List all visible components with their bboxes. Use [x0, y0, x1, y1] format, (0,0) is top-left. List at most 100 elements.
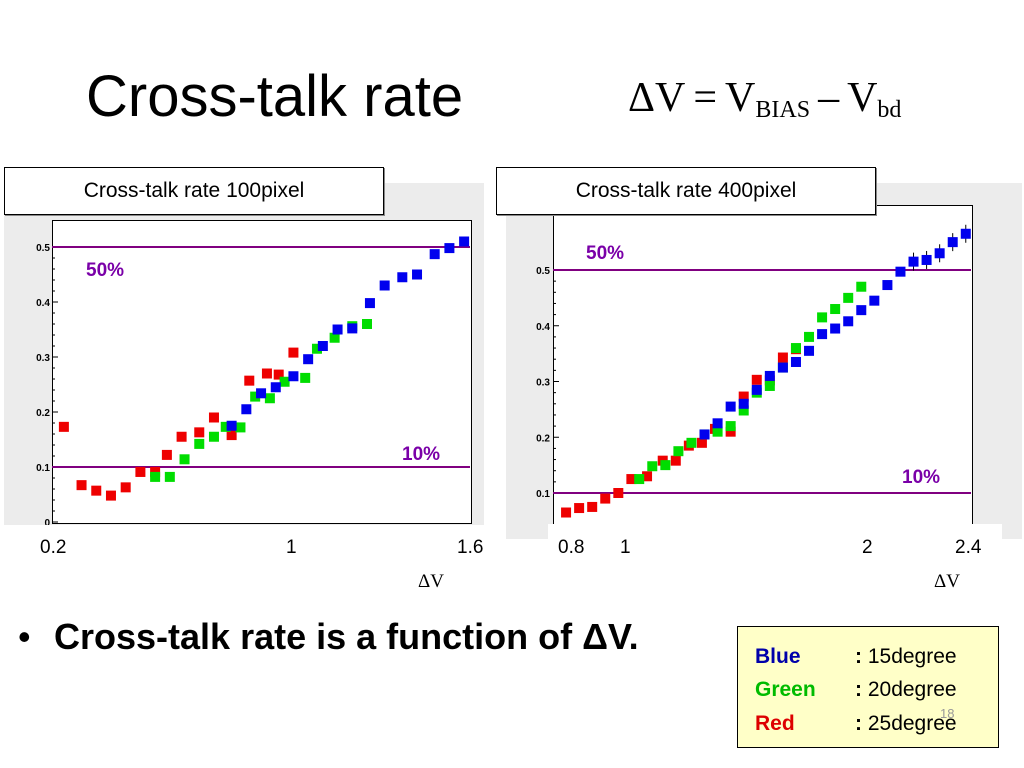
data-point-blue — [869, 295, 880, 306]
data-point-green — [220, 421, 231, 432]
data-point-blue — [699, 429, 710, 440]
data-point-red — [600, 493, 611, 504]
data-point-red — [725, 426, 736, 437]
data-point-green — [362, 319, 372, 329]
legend-name-green: Green — [755, 678, 816, 701]
data-point-green — [634, 474, 645, 485]
data-point-green — [830, 304, 841, 315]
legend-row-red: Red: 25degree — [755, 712, 957, 736]
data-point-green — [179, 454, 190, 465]
data-point-blue — [288, 371, 299, 382]
data-point-blue — [712, 418, 723, 429]
y-tick-label: 0.5 — [36, 243, 50, 254]
data-point-green — [725, 421, 736, 432]
data-point-red — [58, 421, 69, 432]
y-tick-label: 0.4 — [36, 298, 50, 309]
data-point-blue — [303, 354, 314, 365]
formula-sub-bias: BIAS — [755, 97, 811, 123]
formula: ΔV = VBIAS – Vbd — [628, 70, 901, 138]
data-point-red — [613, 488, 624, 498]
chart1-x-tick: 1.6 — [457, 537, 484, 558]
y-tick-label: 0.3 — [536, 378, 550, 389]
y-tick-label: 0.3 — [36, 353, 50, 364]
data-point-red — [561, 507, 572, 518]
data-point-blue — [751, 384, 762, 395]
data-point-green — [647, 461, 658, 472]
data-point-green — [311, 343, 322, 354]
data-point-green — [790, 343, 801, 354]
data-point-green — [150, 471, 161, 482]
y-tick-label: 0.2 — [536, 433, 550, 444]
chart2-frame — [553, 205, 973, 525]
chart2-x-tick: 2 — [862, 537, 873, 558]
data-point-blue — [895, 266, 906, 277]
formula-equals: = — [693, 75, 718, 121]
data-point-green — [738, 405, 749, 416]
data-point-red — [208, 412, 219, 423]
chart1-title: Cross-talk rate 100pixel — [4, 167, 384, 215]
data-point-red — [642, 471, 653, 482]
legend-name-blue: Blue — [755, 645, 801, 668]
data-point-green — [300, 372, 311, 383]
data-point-blue — [856, 305, 867, 316]
legend-colon: : — [855, 678, 862, 701]
chart2-label-10: 10% — [902, 467, 941, 488]
y-tick-label: 0.4 — [536, 322, 550, 333]
data-point-red — [244, 375, 255, 386]
data-point-red — [696, 437, 707, 448]
data-point-blue — [347, 323, 358, 334]
y-tick-label: 0.2 — [36, 408, 50, 419]
data-point-green — [817, 312, 828, 323]
data-point-green — [194, 438, 205, 449]
chart1-label-10: 10% — [402, 444, 441, 465]
legend-colon: : — [855, 645, 862, 668]
data-point-green — [856, 281, 867, 292]
chart1-x-tick: 1 — [286, 537, 297, 558]
formula-v2: V — [847, 75, 878, 121]
data-point-blue — [764, 370, 775, 381]
formula-lhs: ΔV — [628, 75, 686, 121]
data-point-green — [660, 460, 671, 471]
formula-sub-bd: bd — [877, 97, 902, 123]
data-point-red — [91, 485, 102, 496]
legend-colon: : — [855, 712, 862, 735]
data-point-blue — [270, 382, 281, 393]
data-point-blue — [830, 323, 841, 334]
chart2-x-tick: 1 — [620, 537, 631, 558]
chart2-x-tick: 2.4 — [955, 537, 982, 558]
legend-name-red: Red — [755, 712, 795, 735]
data-point-blue — [317, 341, 328, 351]
data-point-green — [279, 376, 290, 387]
data-point-green — [712, 426, 723, 437]
y-tick-label: 0.1 — [536, 489, 550, 500]
chart1-x-tick: 0.2 — [40, 537, 67, 558]
chart1-label-50: 50% — [86, 260, 125, 281]
data-point-red — [105, 490, 116, 501]
chart2-title: Cross-talk rate 400pixel — [496, 167, 876, 215]
data-point-red — [273, 369, 284, 380]
legend-row-blue: Blue: 15degree — [755, 645, 957, 669]
data-point-blue — [256, 388, 267, 399]
chart2-label-50: 50% — [586, 243, 625, 264]
data-point-green — [250, 391, 261, 402]
data-point-blue — [921, 254, 932, 265]
data-point-blue — [364, 298, 375, 309]
legend-value-red: 25degree — [867, 712, 957, 735]
slide-title: Cross-talk rate — [86, 64, 464, 129]
data-point-blue — [725, 401, 736, 412]
data-point-green — [264, 393, 275, 404]
formula-v1: V — [725, 75, 756, 121]
data-point-red — [135, 466, 146, 477]
data-point-red — [626, 474, 637, 485]
data-point-green — [329, 332, 340, 343]
data-point-blue — [226, 420, 237, 431]
data-point-red — [176, 431, 187, 442]
data-point-blue — [908, 256, 919, 267]
data-point-blue — [738, 398, 749, 409]
y-tick-label: 0 — [44, 518, 50, 529]
data-point-green — [764, 380, 775, 391]
data-point-blue — [804, 345, 815, 356]
data-point-blue — [790, 356, 801, 367]
chart1-x-axis-label: ΔV — [418, 571, 444, 592]
